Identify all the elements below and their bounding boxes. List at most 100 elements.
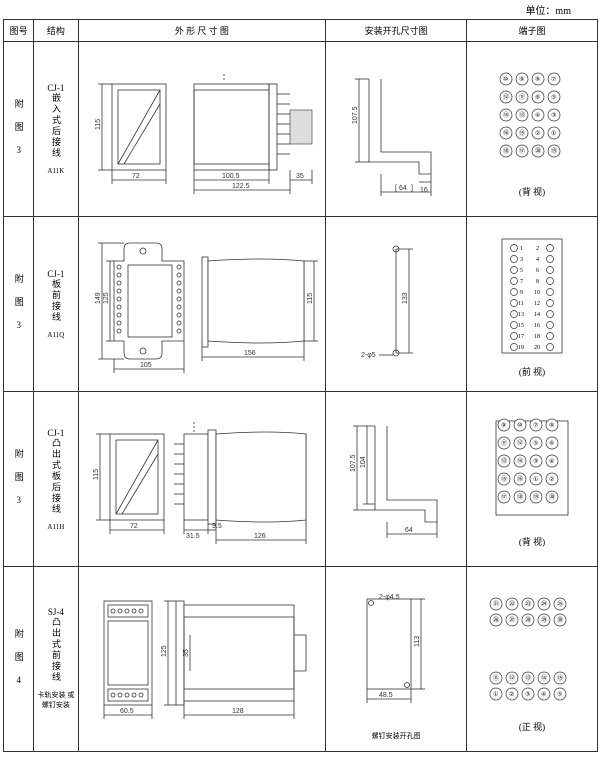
svg-text:2-φ4.5: 2-φ4.5 (379, 594, 400, 601)
svg-text:⑮: ⑮ (501, 475, 507, 483)
svg-text:2: 2 (536, 246, 539, 252)
svg-text:⑥: ⑥ (535, 94, 540, 101)
cutout-drawing: 107.5 16 [64] (331, 54, 461, 204)
svg-text:⑧: ⑧ (549, 422, 554, 429)
hdr-struct: 结构 (34, 20, 78, 42)
terminal-drawing: ⑨⑩⑦⑧ ⑪⑫⑤⑥ ⑬⑭③④ ⑮⑯①② ⑰⑱⑲⑳ (472, 411, 592, 531)
svg-text:⑲: ⑲ (533, 493, 539, 501)
struct-code: 卡轨安装 或 螺钉安装 (34, 691, 77, 711)
struct-code: A11Q (34, 331, 77, 339)
dimension-table: 图号 结构 外 形 尺 寸 图 安装开孔尺寸图 端子图 附 图 3 CJ-1 嵌… (3, 19, 598, 752)
svg-text:105: 105 (140, 362, 152, 369)
terminal-caption: (背 视) (471, 185, 593, 198)
svg-text:㉓: ㉓ (525, 600, 531, 608)
svg-text:72: 72 (132, 173, 140, 180)
svg-text:③: ③ (551, 112, 556, 119)
struct-body: 凸出式前接线 (48, 617, 64, 683)
svg-text:⑧: ⑧ (535, 76, 540, 83)
svg-text:2-φ5: 2-φ5 (361, 352, 376, 359)
svg-text:㉑: ㉑ (493, 600, 499, 608)
svg-text:48.5: 48.5 (379, 692, 393, 699)
svg-text:126: 126 (254, 533, 266, 540)
svg-text:115: 115 (93, 469, 100, 480)
svg-text:10: 10 (534, 290, 540, 296)
svg-text:㉒: ㉒ (509, 600, 515, 608)
svg-text:6: 6 (536, 268, 539, 274)
svg-text:133: 133 (402, 292, 409, 304)
svg-text:16: 16 (534, 323, 540, 329)
svg-text:⑭: ⑭ (503, 111, 509, 119)
svg-text:①: ① (493, 691, 498, 698)
svg-text:107.5: 107.5 (352, 106, 359, 124)
svg-text:㉙: ㉙ (541, 616, 547, 624)
svg-text:115: 115 (95, 119, 102, 130)
svg-text:④: ④ (535, 112, 540, 119)
svg-text:125: 125 (103, 292, 110, 304)
svg-text:17: 17 (518, 334, 524, 340)
svg-text:㉚: ㉚ (557, 616, 563, 624)
struct-title: SJ-4 (34, 607, 77, 617)
svg-text:⑤: ⑤ (533, 440, 538, 447)
svg-text:35: 35 (183, 649, 190, 657)
svg-text:122.5: 122.5 (232, 183, 250, 190)
outline-drawing: 115 72 31.5 9.5 126 (84, 404, 320, 554)
terminal-caption: (背 视) (471, 535, 593, 548)
svg-text:⑫: ⑫ (517, 439, 523, 447)
svg-text:16: 16 (420, 187, 428, 194)
svg-text:⑪: ⑪ (501, 439, 507, 447)
cutout-drawing: 2-φ4.5 113 48.5 (331, 577, 461, 727)
svg-text:⑬: ⑬ (501, 457, 507, 465)
fig-no: 附 图 3 (11, 274, 27, 332)
svg-text:104: 104 (360, 456, 367, 468)
svg-text:⑩: ⑩ (503, 76, 508, 83)
svg-text:13: 13 (518, 312, 524, 318)
svg-text:64: 64 (399, 185, 407, 192)
svg-text:①: ① (533, 476, 538, 483)
struct-body: 嵌入式后接线 (48, 93, 64, 159)
svg-text:18: 18 (534, 334, 540, 340)
svg-text:③: ③ (525, 691, 530, 698)
svg-text:35: 35 (296, 173, 304, 180)
svg-text:15: 15 (518, 323, 524, 329)
svg-text:④: ④ (549, 458, 554, 465)
hdr-terminal: 端子图 (467, 20, 598, 42)
unit-label: 单位：mm (0, 0, 601, 19)
cutout-drawing: 133 2-φ5 (331, 229, 461, 379)
svg-text:60.5: 60.5 (120, 708, 134, 715)
terminal-drawing: 12 34 56 78 910 1112 1314 1516 1718 1920 (472, 231, 592, 361)
svg-text:⑭: ⑭ (541, 674, 547, 682)
svg-text:⑪: ⑪ (519, 93, 525, 101)
hdr-cutout: 安装开孔尺寸图 (326, 20, 467, 42)
svg-text:[: [ (395, 185, 397, 192)
svg-text:125: 125 (161, 645, 168, 657)
svg-text:7: 7 (520, 279, 523, 285)
svg-text:㉕: ㉕ (557, 600, 563, 608)
svg-text:8: 8 (536, 279, 539, 285)
svg-text:⑱: ⑱ (503, 147, 509, 155)
svg-text:②: ② (509, 691, 514, 698)
struct-body: 凸出式板后接线 (48, 438, 64, 515)
svg-text:⑭: ⑭ (517, 457, 523, 465)
cutout-caption: 螺钉安装开孔图 (330, 731, 462, 741)
svg-text:72: 72 (130, 523, 138, 530)
outline-drawing: 72 115 100.5 122.5 35 (84, 54, 320, 204)
terminal-drawing: ⑩⑨⑧⑦ ⑫⑪⑥⑤ ⑭⑬④③ ⑯⑮②① ⑱⑰⑳⑲ (472, 61, 592, 181)
struct-title: CJ-1 (34, 428, 77, 438)
table-row: 附 图 4 SJ-4 凸出式前接线 卡轨安装 或 螺钉安装 60.5 125 3… (4, 567, 598, 752)
svg-text:⑮: ⑮ (557, 674, 563, 682)
svg-text:1: 1 (520, 246, 523, 252)
svg-text:㉘: ㉘ (525, 616, 531, 624)
svg-text:64: 64 (405, 527, 413, 534)
svg-text:⑬: ⑬ (519, 111, 525, 119)
svg-text:⑨: ⑨ (501, 422, 506, 429)
svg-text:9.5: 9.5 (212, 523, 222, 530)
svg-text:]: ] (411, 185, 413, 192)
svg-text:⑮: ⑮ (519, 129, 525, 137)
svg-text:20: 20 (534, 345, 540, 351)
fig-no: 附 图 3 (11, 99, 27, 157)
struct-body: 板前接线 (48, 279, 64, 323)
svg-text:⑥: ⑥ (549, 440, 554, 447)
svg-text:⑦: ⑦ (533, 422, 538, 429)
struct-title: CJ-1 (34, 269, 77, 279)
outline-drawing: 60.5 125 35 128 (84, 579, 320, 739)
